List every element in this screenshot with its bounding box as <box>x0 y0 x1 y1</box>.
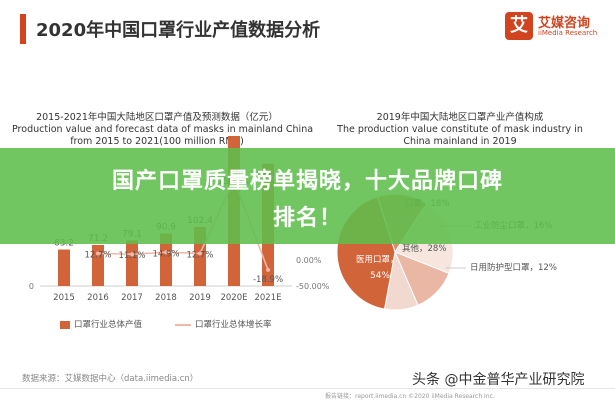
rate-label-2018: 14.9% <box>152 249 179 259</box>
legend-bar-swatch <box>60 320 70 329</box>
bar-chart-subtitle-1: Production value and forecast data of ma… <box>12 124 314 135</box>
bar-2016 <box>92 244 104 286</box>
pie-label-医用口罩: 医用口罩， <box>356 255 399 265</box>
bar-2017 <box>126 240 138 286</box>
rate-point-2018 <box>164 250 168 255</box>
brand-name: 艾媒咨询 <box>538 16 591 31</box>
pie-chart-subtitle-2: China mainland in 2019 <box>403 136 517 147</box>
pie-chart-subtitle-1: The production value constitute of mask … <box>337 124 583 135</box>
bar-2018 <box>160 233 172 286</box>
pie-chart-title-block: 2019年中国大陆地区口罩产业产值构成 The production value… <box>320 112 600 148</box>
brand-subtitle: iiMedia Research <box>538 29 598 37</box>
rate-point-2021E <box>266 267 270 272</box>
headline-overlay <box>0 148 615 244</box>
page-title: 2020年中国口罩行业产值数据分析 <box>36 20 321 41</box>
bar-chart-subtitle-2: from 2015 to 2021(100 million RMB) <box>70 136 244 147</box>
footer-divider <box>0 388 615 389</box>
bar-chart-title-block: 2015-2021年中国大陆地区口罩产值及预测数据（亿元） Production… <box>12 112 314 148</box>
rate-label-2016: 12.7% <box>84 250 111 260</box>
data-source: 数据来源：艾媒数据中心（data.iimedia.cn） <box>22 374 199 384</box>
bar-y-tick-0: 0 <box>29 282 34 291</box>
watermark: 头条 @中金普华产业研究院 <box>412 372 585 388</box>
legend-line: 口罩行业总体增长率 <box>175 318 272 330</box>
header-bar: 2020年中国口罩行业产值数据分析 艾 艾媒咨询 iiMedia Researc… <box>0 0 615 70</box>
x-tick-2020E: 2020E <box>220 293 247 303</box>
legend-line-swatch <box>175 323 191 326</box>
headline-line-2: 排名！ <box>272 206 342 231</box>
legend-bar: 口罩行业总体产值 <box>60 318 142 330</box>
x-tick-2019: 2019 <box>189 293 211 303</box>
legend-bar-label: 口罩行业总体产值 <box>74 320 143 330</box>
pie-label-其他: 其他，28% <box>402 243 446 254</box>
brand-logo-icon: 艾 <box>505 12 533 40</box>
bar-2015 <box>58 249 70 286</box>
rate-point-2016 <box>96 251 100 256</box>
rate-axis-tick-0: 0.00% <box>296 256 322 265</box>
pie-chart-title: 2019年中国大陆地区口罩产业产值构成 <box>376 112 544 123</box>
rate-label-2019: 12.7% <box>186 250 213 260</box>
bar-chart-title: 2015-2021年中国大陆地区口罩产值及预测数据（亿元） <box>36 112 278 123</box>
rate-point-2019 <box>198 251 202 256</box>
x-tick-2015: 2015 <box>53 293 75 303</box>
rate-label-2017: 11.1% <box>118 251 145 261</box>
rate-axis-tick-neg50: -50.00% <box>296 282 330 291</box>
headline-line-1: 国产口罩质量榜单揭晓，十大品牌口碑 <box>111 169 503 194</box>
x-tick-2021E: 2021E <box>254 293 281 303</box>
title-accent-bar <box>20 14 26 44</box>
pie-value-医用口罩: 54% <box>370 271 390 281</box>
rate-point-2017 <box>130 252 134 257</box>
legend-line-label: 口罩行业总体增长率 <box>195 320 272 330</box>
rate-label-2021E: -18.9% <box>253 275 283 285</box>
x-tick-2016: 2016 <box>87 293 109 303</box>
report-link: 报告链接：report.iimedia.cn ©2020 iiMedia Res… <box>325 393 495 400</box>
pie-label-日用防护型口罩: 日用防护型口罩，12% <box>470 262 557 273</box>
x-tick-2017: 2017 <box>121 293 143 303</box>
x-tick-2018: 2018 <box>155 293 177 303</box>
